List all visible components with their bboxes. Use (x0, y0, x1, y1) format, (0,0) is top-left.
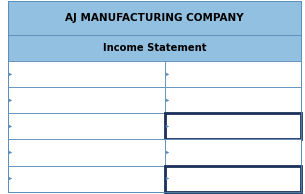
Polygon shape (9, 151, 12, 154)
Polygon shape (166, 151, 169, 154)
Text: AJ MANUFACTURING COMPANY: AJ MANUFACTURING COMPANY (65, 13, 244, 23)
Bar (8, 61, 165, 87)
Bar (8, 87, 165, 113)
Polygon shape (166, 125, 169, 128)
Polygon shape (9, 177, 12, 180)
Bar (8, 1, 301, 35)
Polygon shape (166, 99, 169, 102)
Bar (8, 113, 165, 139)
Polygon shape (9, 73, 12, 76)
Bar (165, 139, 301, 165)
Bar (165, 165, 301, 192)
Text: Income Statement: Income Statement (103, 43, 206, 53)
Bar (165, 113, 301, 139)
Bar (8, 139, 165, 165)
Bar (8, 165, 165, 192)
Bar (165, 87, 301, 113)
Polygon shape (166, 177, 169, 180)
Polygon shape (9, 125, 12, 128)
Polygon shape (166, 73, 169, 76)
Bar (165, 61, 301, 87)
Bar (8, 35, 301, 61)
Polygon shape (9, 99, 12, 102)
